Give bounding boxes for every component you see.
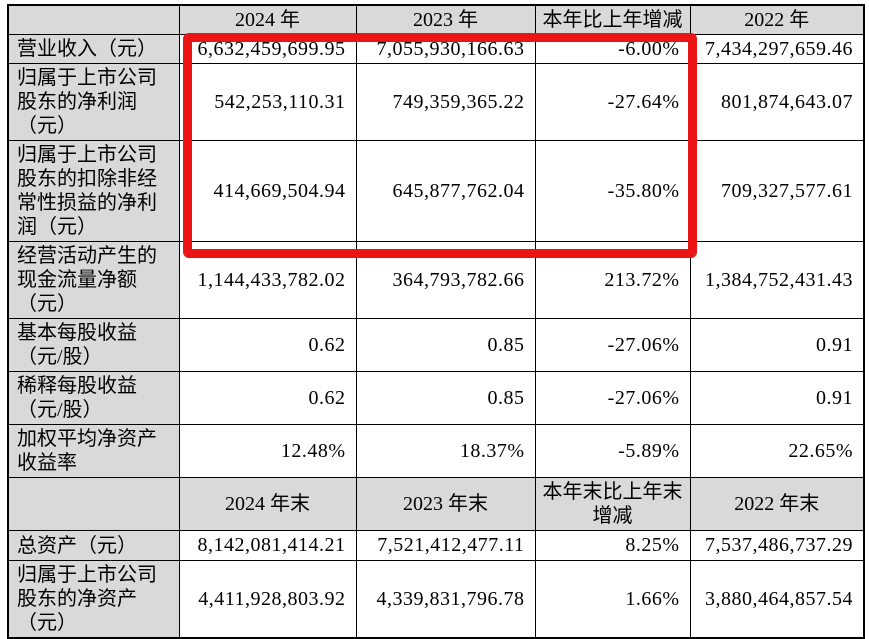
column-header-2023-end: 2023 年末 (355, 477, 536, 531)
value-cell-2024: 4,411,928,803.92 (178, 560, 357, 639)
table-row-net-profit-excl-nonrecurring: 归属于上市公司股东的扣除非经常性损益的净利润（元） 414,669,504.94… (7, 140, 865, 242)
value-cell-2022: 0.91 (689, 371, 865, 425)
row-label-cell: 营业收入（元） (7, 34, 180, 64)
row-label-cell: 稀释每股收益（元/股） (7, 371, 180, 425)
header-row-annual: 2024 年 2023 年 本年比上年增减 2022 年 (7, 4, 865, 35)
value-cell-2024: 0.62 (178, 371, 357, 425)
value-cell-2023: 7,055,930,166.63 (355, 34, 536, 64)
value-cell-2022: 0.91 (689, 318, 865, 372)
value-cell-change: 8.25% (534, 530, 691, 561)
value-cell-2023: 18.37% (355, 424, 536, 478)
value-cell-2022: 3,880,464,857.54 (689, 560, 865, 639)
table-row-weighted-avg-roe: 加权平均净资产收益率 12.48% 18.37% -5.89% 22.65% (7, 424, 865, 478)
row-label-cell: 归属于上市公司股东的扣除非经常性损益的净利润（元） (7, 140, 180, 242)
row-label-cell: 归属于上市公司股东的净利润（元） (7, 63, 180, 141)
row-label-cell: 经营活动产生的现金流量净额（元） (7, 241, 180, 319)
row-label-cell: 加权平均净资产收益率 (7, 424, 180, 478)
value-cell-2024: 6,632,459,699.95 (178, 34, 357, 64)
value-cell-2024: 8,142,081,414.21 (178, 530, 357, 561)
column-header-2024: 2024 年 (178, 4, 357, 35)
column-header-2022: 2022 年 (689, 4, 865, 35)
table-row-total-assets: 总资产（元） 8,142,081,414.21 7,521,412,477.11… (7, 530, 865, 561)
blank-header-cell (7, 477, 180, 531)
value-cell-2022: 801,874,643.07 (689, 63, 865, 141)
value-cell-change: 213.72% (534, 241, 691, 319)
value-cell-change: -27.64% (534, 63, 691, 141)
value-cell-change: -6.00% (534, 34, 691, 64)
value-cell-2024: 542,253,110.31 (178, 63, 357, 141)
blank-header-cell (7, 4, 180, 35)
value-cell-change: -27.06% (534, 318, 691, 372)
column-header-2023: 2023 年 (355, 4, 536, 35)
value-cell-2024: 1,144,433,782.02 (178, 241, 357, 319)
value-cell-change: -35.80% (534, 140, 691, 242)
value-cell-2023: 364,793,782.66 (355, 241, 536, 319)
header-row-year-end: 2024 年末 2023 年末 本年末比上年末增减 2022 年末 (7, 477, 865, 531)
column-header-year-end-change: 本年末比上年末增减 (534, 477, 691, 531)
value-cell-2023: 749,359,365.22 (355, 63, 536, 141)
value-cell-2024: 0.62 (178, 318, 357, 372)
column-header-2024-end: 2024 年末 (178, 477, 357, 531)
value-cell-2023: 7,521,412,477.11 (355, 530, 536, 561)
table-row-net-assets: 归属于上市公司股东的净资产（元） 4,411,928,803.92 4,339,… (7, 560, 865, 639)
row-label-cell: 归属于上市公司股东的净资产（元） (7, 560, 180, 639)
value-cell-2024: 414,669,504.94 (178, 140, 357, 242)
table-row-net-profit: 归属于上市公司股东的净利润（元） 542,253,110.31 749,359,… (7, 63, 865, 141)
value-cell-2023: 0.85 (355, 318, 536, 372)
table-row-operating-cash-flow: 经营活动产生的现金流量净额（元） 1,144,433,782.02 364,79… (7, 241, 865, 319)
table-row-basic-eps: 基本每股收益（元/股） 0.62 0.85 -27.06% 0.91 (7, 318, 865, 372)
value-cell-change: -5.89% (534, 424, 691, 478)
value-cell-2022: 7,537,486,737.29 (689, 530, 865, 561)
row-label-cell: 总资产（元） (7, 530, 180, 561)
financial-summary-table: 2024 年 2023 年 本年比上年增减 2022 年 营业收入（元） 6,6… (7, 4, 865, 639)
row-label-cell: 基本每股收益（元/股） (7, 318, 180, 372)
table-row-diluted-eps: 稀释每股收益（元/股） 0.62 0.85 -27.06% 0.91 (7, 371, 865, 425)
value-cell-2022: 709,327,577.61 (689, 140, 865, 242)
value-cell-change: -27.06% (534, 371, 691, 425)
column-header-2022-end: 2022 年末 (689, 477, 865, 531)
value-cell-2022: 7,434,297,659.46 (689, 34, 865, 64)
value-cell-2023: 0.85 (355, 371, 536, 425)
value-cell-2023: 645,877,762.04 (355, 140, 536, 242)
value-cell-2022: 1,384,752,431.43 (689, 241, 865, 319)
column-header-yoy-change: 本年比上年增减 (534, 4, 691, 35)
value-cell-2022: 22.65% (689, 424, 865, 478)
value-cell-2023: 4,339,831,796.78 (355, 560, 536, 639)
value-cell-change: 1.66% (534, 560, 691, 639)
value-cell-2024: 12.48% (178, 424, 357, 478)
table-row-revenue: 营业收入（元） 6,632,459,699.95 7,055,930,166.6… (7, 34, 865, 64)
